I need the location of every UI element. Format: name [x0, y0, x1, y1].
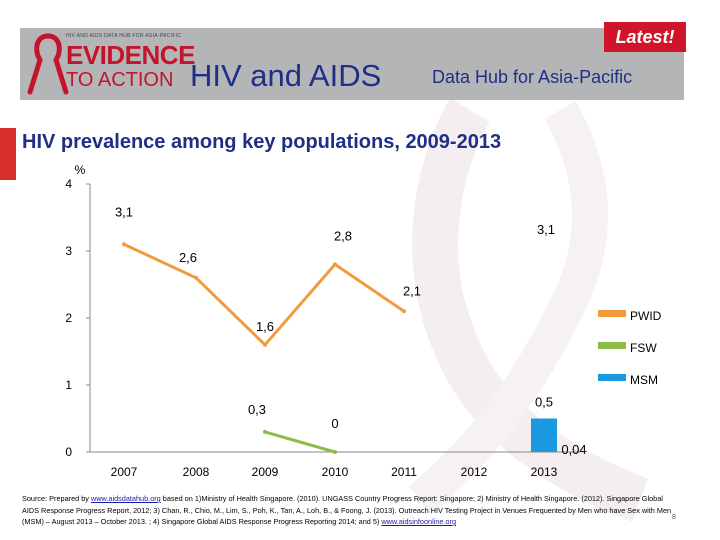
x-tick-label: 2008: [183, 465, 210, 479]
fsw-series-line: [264, 430, 336, 454]
slide-title: HIV prevalence among key populations, 20…: [22, 131, 502, 153]
pwid-data-label: 3,1: [115, 204, 133, 219]
fsw-legend-label: FSW: [630, 341, 657, 355]
fsw-data-label: 0: [331, 416, 338, 431]
logo-to-action: TO ACTION: [66, 69, 174, 91]
source-note: Source: Prepared by www.aidsdatahub.org …: [22, 494, 672, 526]
pwid-data-label: 2,8: [334, 228, 352, 243]
msm-bar: [531, 418, 557, 452]
pwid-data-label: 2,6: [179, 250, 197, 265]
x-tick-label: 2007: [111, 465, 138, 479]
title-accent-bar: [0, 128, 16, 180]
latest-badge[interactable]: Latest!: [604, 22, 686, 52]
x-tick-label: 2011: [391, 465, 417, 479]
pwid-data-label: 2,1: [403, 283, 421, 298]
annotation-label: 3,1: [537, 222, 555, 237]
x-tick-label: 2012: [461, 465, 488, 479]
fsw-data-label: 0,3: [248, 402, 266, 417]
hub-subtitle: Data Hub for Asia-Pacific: [432, 67, 633, 87]
pwid-legend-label: PWID: [630, 309, 662, 323]
page-number: 8: [672, 514, 676, 521]
pwid-point: [122, 242, 126, 247]
red-ribbon-icon: [27, 33, 69, 95]
x-tick-label: 2013: [531, 465, 558, 479]
annotation-label: 0,04: [561, 442, 586, 457]
x-tick-label: 2009: [252, 465, 279, 479]
y-tick-label: 2: [65, 311, 72, 325]
y-axis-label: %: [75, 163, 86, 177]
pwid-data-label: 1,6: [256, 319, 274, 334]
source-link-aidsinfoonline[interactable]: www.aidsinfoonline.org: [381, 517, 457, 526]
logo-evidence: EVIDENCE: [66, 40, 195, 70]
pwid-point: [194, 275, 198, 280]
y-tick-label: 1: [65, 378, 72, 392]
x-tick-label: 2010: [322, 465, 349, 479]
y-tick-label: 3: [65, 244, 72, 258]
pwid-legend-swatch: [598, 310, 626, 317]
logo-tagline: HIV AND AIDS DATA HUB FOR ASIA-PACIFIC: [66, 33, 182, 39]
msm-data-label: 0,5: [535, 395, 553, 410]
y-tick-label: 4: [65, 177, 72, 191]
pwid-point: [263, 342, 267, 347]
fsw-point: [263, 429, 267, 434]
pwid-point: [333, 262, 337, 267]
hub-title: HIV and AIDS: [190, 58, 382, 93]
msm-legend-swatch: [598, 374, 626, 381]
y-tick-label: 0: [65, 445, 72, 459]
fsw-legend-swatch: [598, 342, 626, 349]
pwid-point: [402, 309, 406, 314]
fsw-point: [333, 450, 337, 454]
source-link-aidsdatahub[interactable]: www.aidsdatahub.org: [90, 494, 161, 503]
msm-legend-label: MSM: [630, 373, 658, 387]
header-banner: [20, 28, 684, 100]
